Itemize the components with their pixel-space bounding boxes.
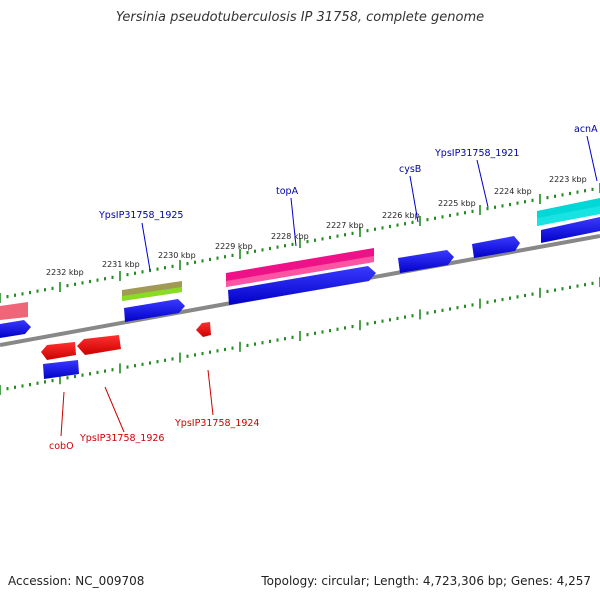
gene-label-1924[interactable]: YpsIP31758_1924 <box>174 418 259 429</box>
tick-label-2229: 2229 kbp <box>215 242 253 251</box>
cds-reverse-cobO[interactable] <box>41 342 76 360</box>
leader-1921 <box>476 159 489 208</box>
cds-reverse-1924[interactable] <box>196 322 211 337</box>
leader-topA <box>290 197 297 247</box>
leader-1924 <box>207 369 214 416</box>
gene-label-cysB[interactable]: cysB <box>399 164 421 175</box>
tick-label-2232: 2232 kbp <box>46 268 84 277</box>
gene-label-1925[interactable]: YpsIP31758_1925 <box>98 210 183 221</box>
accession-label: Accession: NC_009708 <box>8 574 145 588</box>
tick-label-2228: 2228 kbp <box>271 232 309 241</box>
leader-cysB <box>409 175 419 223</box>
leader-1926 <box>104 386 125 433</box>
cds-reverse-1926[interactable] <box>77 335 121 355</box>
genome-stats-label: Topology: circular; Length: 4,723,306 bp… <box>261 574 591 588</box>
leader-1925 <box>141 222 151 271</box>
gene-label-cobO[interactable]: cobO <box>49 441 74 452</box>
gene-label-1926[interactable]: YpsIP31758_1926 <box>79 433 164 444</box>
tick-label-2231: 2231 kbp <box>102 260 140 269</box>
feature-1925-track-green <box>122 287 182 301</box>
tick-label-2230: 2230 kbp <box>158 251 196 260</box>
gene-label-1921[interactable]: YpsIP31758_1921 <box>434 148 519 159</box>
tick-label-2224: 2224 kbp <box>494 187 532 196</box>
tick-label-2227: 2227 kbp <box>326 221 364 230</box>
cds-forward-left[interactable] <box>0 320 31 338</box>
leader-cobO <box>60 391 65 437</box>
tick-label-2226: 2226 kbp <box>382 211 420 220</box>
feature-acnA-track-shade <box>537 206 600 226</box>
cds-forward-cysB[interactable] <box>398 250 454 273</box>
gene-label-topA[interactable]: topA <box>276 186 299 197</box>
gene-label-acnA[interactable]: acnA <box>574 124 598 135</box>
cds-forward-topA[interactable] <box>228 266 376 305</box>
feature-topA-track-light <box>226 256 374 287</box>
tick-label-2225: 2225 kbp <box>438 199 476 208</box>
outer-tick-ring <box>0 183 600 303</box>
feature-left-track <box>0 302 28 320</box>
cds-forward-1921[interactable] <box>472 236 520 258</box>
cds-forward-1925[interactable] <box>124 299 185 322</box>
map-title: Yersinia pseudotuberculosis IP 31758, co… <box>115 10 485 25</box>
cds-forward-acnA[interactable] <box>541 217 600 243</box>
feature-cobO-lower <box>43 360 79 379</box>
leader-acnA <box>586 135 598 182</box>
inner-tick-ring <box>0 277 600 395</box>
tick-label-2223: 2223 kbp <box>549 175 587 184</box>
